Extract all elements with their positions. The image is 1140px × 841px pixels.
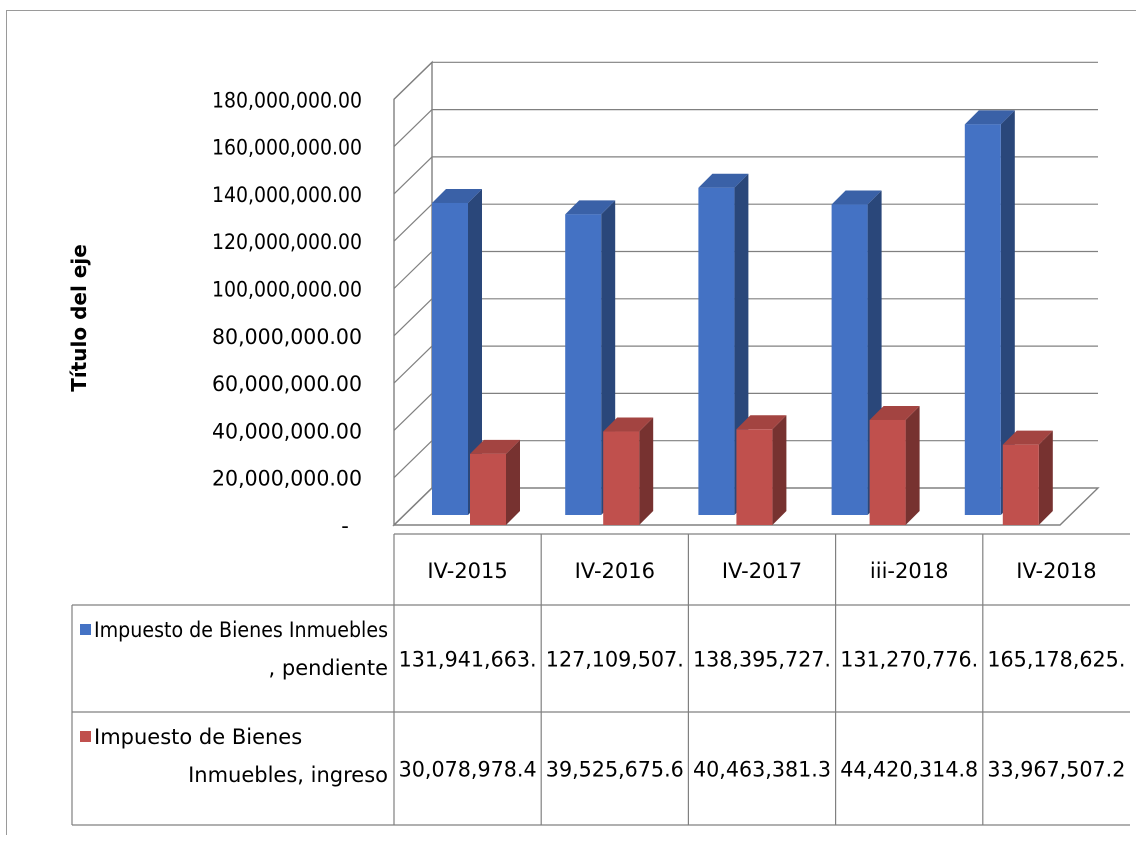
y-tick-label: 180,000,000.00 <box>212 88 362 112</box>
bar-40463381.3 <box>736 429 773 525</box>
y-tick-label: - <box>341 514 349 538</box>
category-label: IV-2018 <box>1016 559 1096 583</box>
left-wall <box>393 60 433 527</box>
bar-side <box>772 415 787 525</box>
category-label: IV-2016 <box>575 559 655 583</box>
table-value: 44,420,314.8 <box>840 758 978 782</box>
y-tick-label: 40,000,000.00 <box>212 419 362 443</box>
bar-side <box>1038 430 1053 525</box>
bar-top <box>470 439 520 454</box>
legend-label: Inmuebles, ingreso <box>188 763 388 787</box>
table-value: 33,967,507.2 <box>987 758 1125 782</box>
legend-swatch <box>80 624 91 635</box>
table-value: 30,078,978.4 <box>399 758 537 782</box>
gridline-depth <box>393 61 433 100</box>
legend-label: Impuesto de Bienes <box>94 725 302 749</box>
floor <box>392 487 1100 526</box>
bar-top <box>698 173 749 188</box>
gridline-depth <box>393 109 433 148</box>
bar-top <box>603 417 654 432</box>
bar-side <box>506 439 520 525</box>
bar-top <box>432 188 482 203</box>
bar-127109507 <box>565 214 602 515</box>
bar-131941663 <box>432 202 468 516</box>
y-tick-label: 80,000,000.00 <box>212 325 362 349</box>
y-tick-label: 60,000,000.00 <box>212 372 362 396</box>
chart-frame <box>6 10 1136 835</box>
gridline-depth <box>393 203 433 242</box>
bar-33967507.2 <box>1002 444 1039 525</box>
bar-top <box>565 200 616 215</box>
y-tick-label: 100,000,000.00 <box>212 278 362 302</box>
category-label: IV-2017 <box>722 559 802 583</box>
legend-label: , pendiente <box>269 656 388 680</box>
bar-top <box>831 190 882 205</box>
gridline-depth <box>393 345 433 384</box>
bar-side <box>639 417 654 525</box>
bar-top <box>736 415 787 430</box>
gridline-depth <box>393 440 433 479</box>
table-value: 165,178,625. <box>987 648 1125 672</box>
table-value: 40,463,381.3 <box>693 758 831 782</box>
bar-30078978.4 <box>470 453 506 525</box>
gridline-depth <box>393 298 433 337</box>
bar-39525675.6 <box>603 431 640 525</box>
bar-side <box>905 405 920 525</box>
bar-side <box>1000 110 1015 516</box>
gridline-depth <box>393 392 433 431</box>
bar-side <box>468 188 482 516</box>
y-tick-label: 160,000,000.00 <box>212 136 362 160</box>
y-tick-label: 120,000,000.00 <box>212 230 362 254</box>
bar-top <box>1002 430 1053 445</box>
bar-top <box>869 405 920 420</box>
table-value: 131,270,776. <box>840 648 978 672</box>
category-label: iii-2018 <box>870 559 949 583</box>
bar-131270776 <box>831 204 868 515</box>
y-tick-label: 20,000,000.00 <box>212 467 362 491</box>
legend-swatch <box>80 731 91 742</box>
y-axis-title: Título del eje <box>67 244 91 392</box>
gridline-depth <box>393 251 433 289</box>
table-value: 127,109,507. <box>546 648 684 672</box>
category-label: IV-2015 <box>427 559 507 583</box>
table-value: 131,941,663. <box>399 648 537 672</box>
table-value: 39,525,675.6 <box>546 758 684 782</box>
bar-165178625 <box>964 124 1001 516</box>
gridline-depth <box>393 156 433 195</box>
bar-138395727 <box>698 187 735 516</box>
y-tick-label: 140,000,000.00 <box>212 183 362 207</box>
legend-label: Impuesto de Bienes Inmuebles <box>94 618 388 642</box>
table-value: 138,395,727. <box>693 648 831 672</box>
bar-top <box>964 110 1015 125</box>
bar-44420314.8 <box>869 419 906 525</box>
